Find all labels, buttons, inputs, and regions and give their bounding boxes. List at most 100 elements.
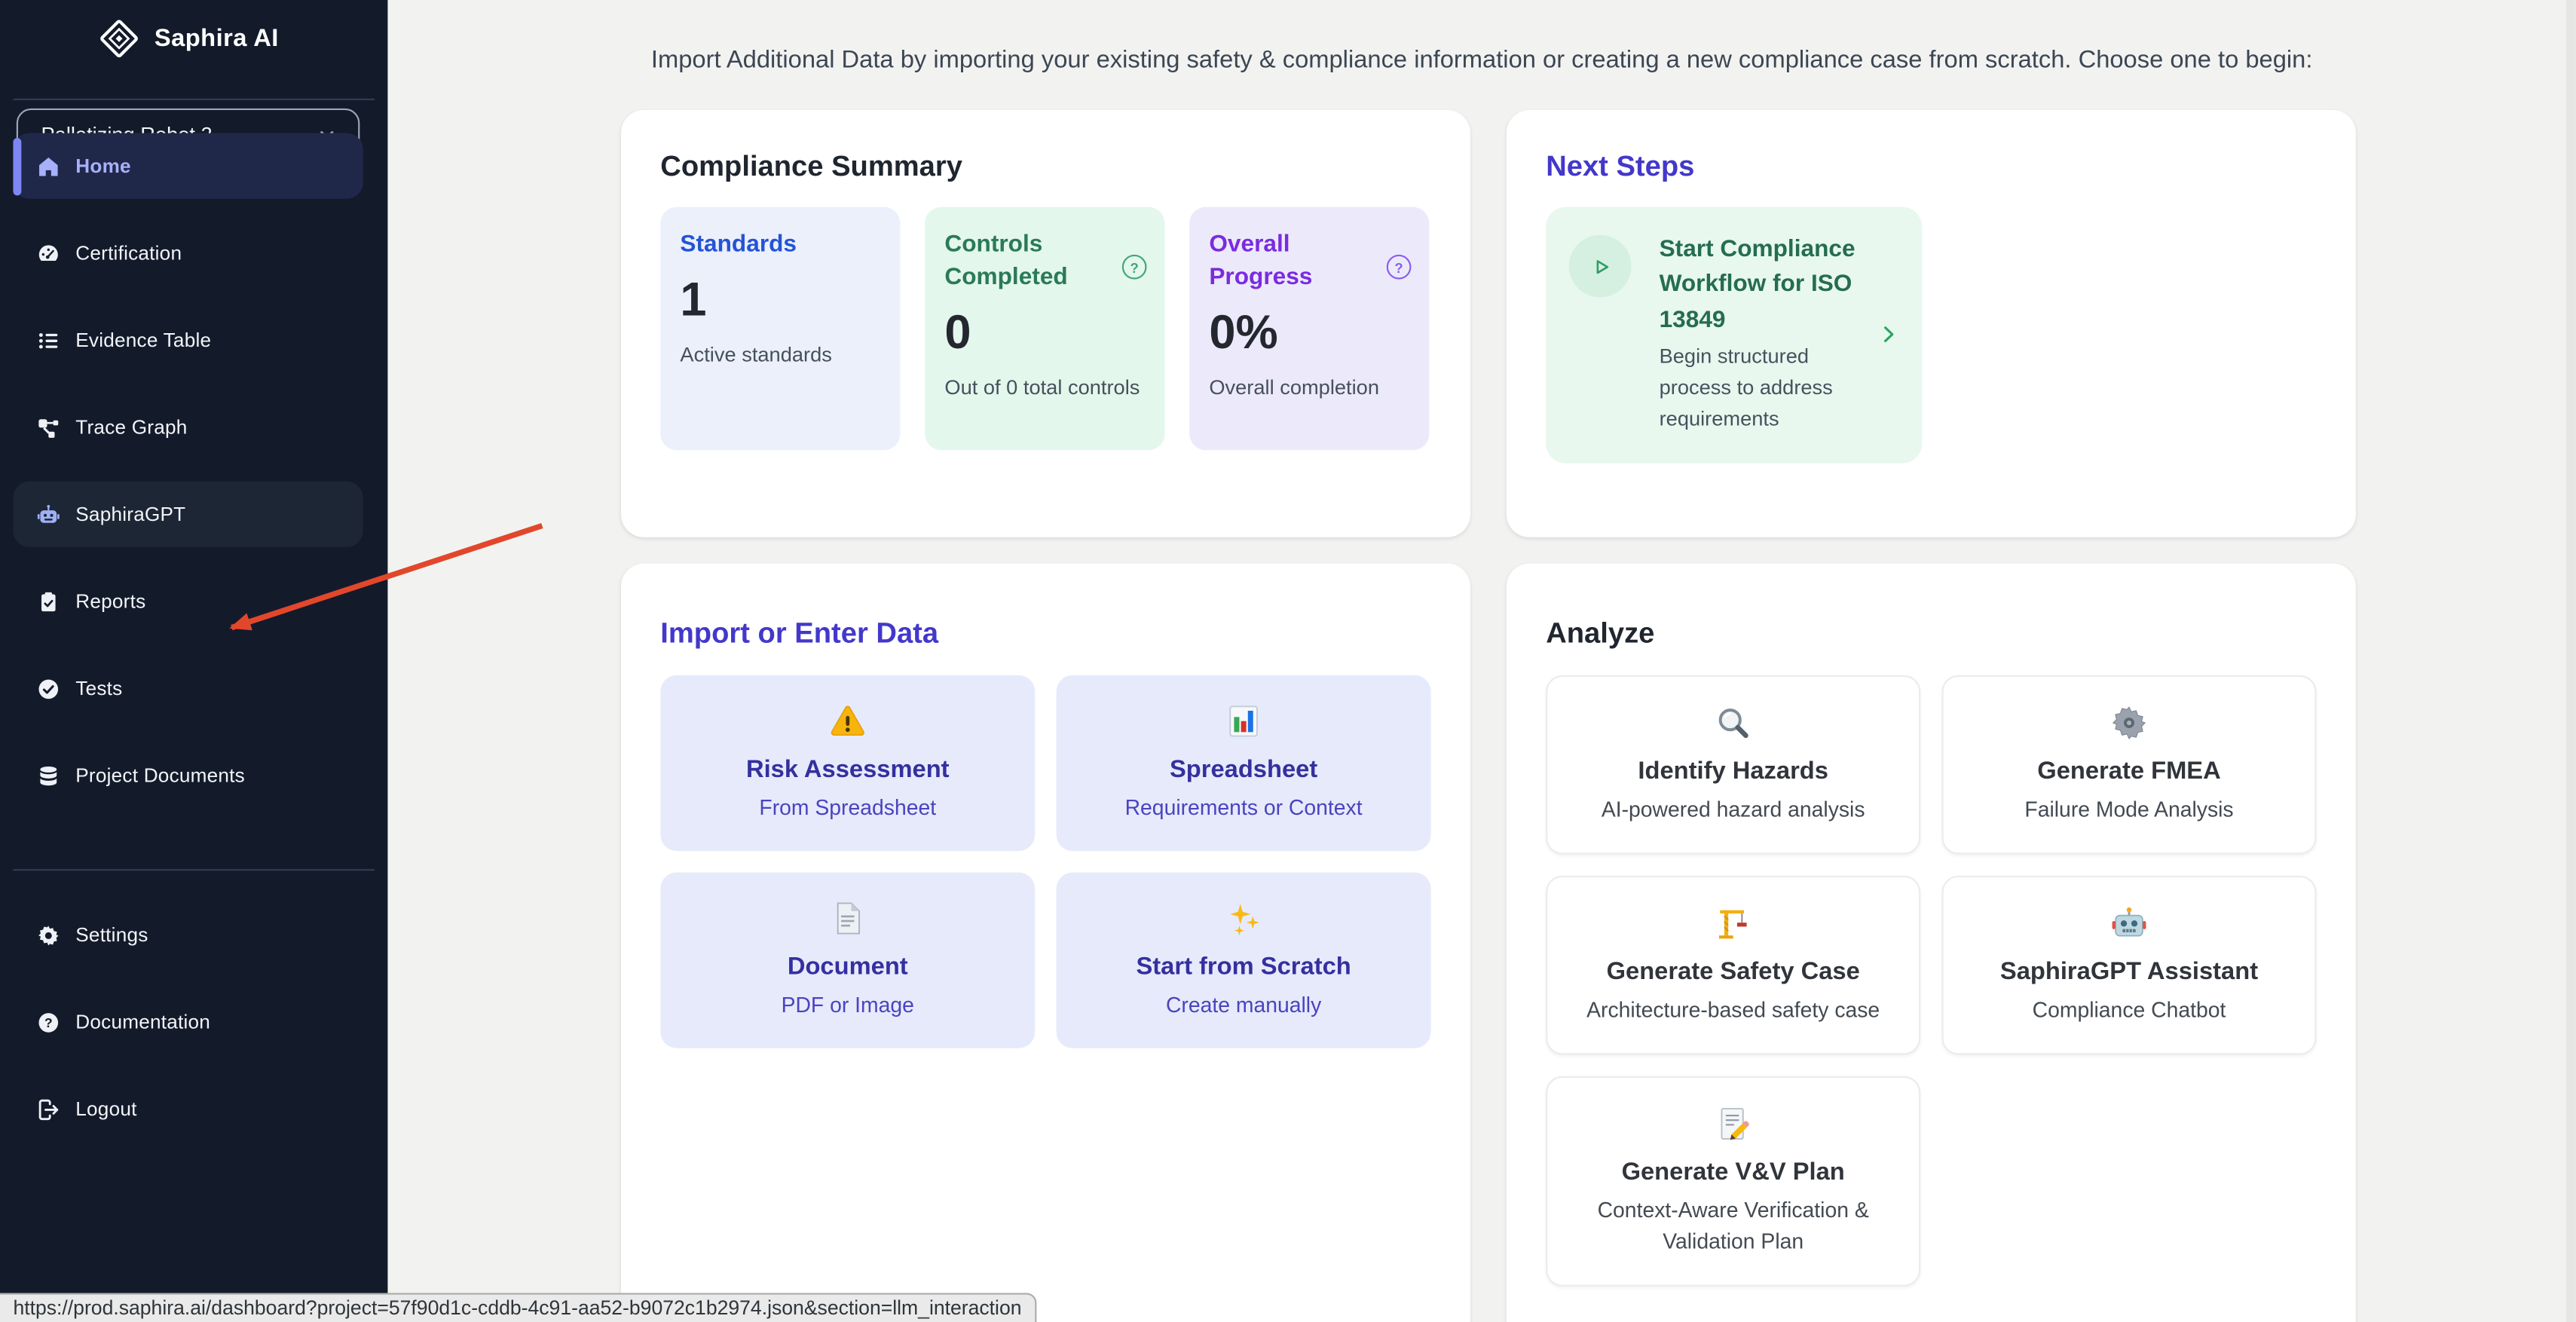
import-data-card: Import or Enter Data Risk Assessment Fro…: [620, 563, 1470, 1322]
help-circle-icon: ?: [36, 1009, 61, 1034]
sidebar-item-label: Logout: [75, 1097, 137, 1121]
memo-icon: [1564, 1103, 1902, 1146]
sidebar-item-documentation[interactable]: ? Documentation: [13, 989, 363, 1054]
bar-chart-icon: [1072, 700, 1414, 743]
sidebar-item-certification[interactable]: Certification: [13, 220, 363, 286]
tile-title: Identify Hazards: [1638, 757, 1828, 785]
sidebar-divider-top: [13, 98, 375, 100]
play-icon: [1568, 234, 1632, 298]
home-icon: [36, 154, 61, 179]
check-circle-icon: [36, 676, 61, 701]
stat-value: 0: [944, 307, 971, 360]
tile-subtitle: AI-powered hazard analysis: [1601, 797, 1865, 822]
tile-saphiragpt-assistant[interactable]: SaphiraGPT Assistant Compliance Chatbot: [1941, 876, 2317, 1056]
tile-title: SaphiraGPT Assistant: [1999, 958, 2259, 987]
sidebar-item-evidence-table[interactable]: Evidence Table: [13, 308, 363, 373]
sidebar-item-tests[interactable]: Tests: [13, 656, 363, 721]
sidebar-item-logout[interactable]: Logout: [13, 1076, 363, 1142]
sidebar-item-saphiragpt[interactable]: SaphiraGPT: [13, 481, 363, 547]
tile-spreadsheet[interactable]: Spreadsheet Requirements or Context: [1056, 675, 1431, 852]
help-icon[interactable]: ?: [1386, 254, 1412, 280]
sidebar-item-label: Documentation: [75, 1010, 211, 1034]
tile-title: Risk Assessment: [745, 755, 950, 784]
sidebar-nav: Home Certification Evidence Table Trace …: [0, 100, 387, 1142]
analyze-tile-grid: Identify Hazards AI-powered hazard analy…: [1546, 675, 2317, 1287]
sidebar-item-settings[interactable]: Settings: [13, 902, 363, 968]
brand: Saphira AI: [0, 0, 387, 59]
stat-label: Controls Completed: [944, 231, 1068, 291]
tile-document[interactable]: Document PDF or Image: [660, 872, 1036, 1049]
warning-icon: [677, 700, 1018, 743]
tile-title: Spreadsheet: [1169, 755, 1318, 784]
list-icon: [36, 328, 61, 353]
tile-subtitle: Create manually: [1165, 993, 1322, 1018]
trace-graph-icon: [36, 415, 61, 439]
scrollbar-track[interactable]: [2565, 0, 2576, 1322]
import-data-title: Import or Enter Data: [660, 616, 939, 650]
sidebar-item-trace-graph[interactable]: Trace Graph: [13, 394, 363, 460]
stat-label: Overall Progress: [1209, 231, 1313, 291]
compliance-summary-card: Compliance Summary Standards 1 Active st…: [620, 110, 1470, 537]
sidebar-item-project-documents[interactable]: Project Documents: [13, 742, 363, 808]
action-description: Begin structured process to address requ…: [1659, 344, 1833, 430]
svg-text:?: ?: [44, 1014, 53, 1030]
sidebar-item-label: Project Documents: [75, 764, 245, 788]
tile-subtitle: PDF or Image: [781, 993, 914, 1018]
main-content: Import Additional Data by importing your…: [387, 0, 2575, 1322]
tile-subtitle: Failure Mode Analysis: [2024, 797, 2234, 822]
tile-subtitle: From Spreadsheet: [759, 795, 937, 820]
sidebar-item-label: Home: [75, 154, 131, 178]
sidebar: Saphira AI Palletizing Robot 2 Home Cert…: [0, 0, 388, 1322]
sidebar-item-label: Reports: [75, 589, 146, 614]
tile-identify-hazards[interactable]: Identify Hazards AI-powered hazard analy…: [1546, 675, 1921, 855]
active-indicator-bar: [13, 137, 21, 195]
next-steps-title: Next Steps: [1546, 149, 1695, 182]
tile-subtitle: Context-Aware Verification & Validation …: [1597, 1198, 1869, 1253]
status-url-text: https://prod.saphira.ai/dashboard?projec…: [13, 1296, 1022, 1320]
compliance-summary-title: Compliance Summary: [660, 149, 962, 182]
action-title: Start Compliance Workflow for ISO 13849: [1659, 236, 1856, 333]
sidebar-item-reports[interactable]: Reports: [13, 568, 363, 634]
brand-logo-icon: [100, 20, 138, 58]
stat-caption: Active standards: [680, 343, 832, 367]
status-url-bubble: https://prod.saphira.ai/dashboard?projec…: [0, 1292, 1037, 1322]
tile-title: Start from Scratch: [1136, 953, 1351, 981]
sidebar-item-label: Trace Graph: [75, 415, 188, 439]
start-compliance-workflow-button[interactable]: Start Compliance Workflow for ISO 13849 …: [1546, 207, 1923, 464]
help-icon[interactable]: ?: [1121, 254, 1147, 280]
sidebar-item-label: Tests: [75, 677, 123, 700]
tile-title: Generate V&V Plan: [1621, 1158, 1845, 1187]
compliance-stats-row: Standards 1 Active standards ? Controls …: [660, 207, 1430, 451]
logout-icon: [36, 1097, 61, 1122]
tile-generate-fmea[interactable]: Generate FMEA Failure Mode Analysis: [1941, 675, 2317, 855]
tile-risk-assessment[interactable]: Risk Assessment From Spreadsheet: [660, 675, 1036, 852]
tile-title: Generate Safety Case: [1606, 958, 1860, 987]
stat-label: Standards: [680, 231, 797, 259]
tile-subtitle: Requirements or Context: [1124, 795, 1363, 820]
clipboard-check-icon: [36, 589, 61, 614]
stat-caption: Overall completion: [1209, 376, 1379, 399]
analyze-card: Analyze Identify Hazards AI-powered haza…: [1506, 563, 2356, 1322]
chevron-right-icon: [1884, 326, 1894, 343]
tile-subtitle: Architecture-based safety case: [1586, 997, 1880, 1023]
gear-icon: [36, 923, 61, 947]
sidebar-item-label: Settings: [75, 923, 148, 947]
sidebar-item-label: Certification: [75, 241, 182, 265]
page-lead-text: Import Additional Data by importing your…: [650, 46, 2313, 75]
tile-start-from-scratch[interactable]: Start from Scratch Create manually: [1056, 872, 1431, 1049]
robot-icon: [36, 502, 61, 527]
database-icon: [36, 764, 61, 788]
sidebar-item-label: Evidence Table: [75, 328, 212, 352]
tile-title: Generate FMEA: [2037, 757, 2221, 785]
tile-title: Document: [787, 953, 908, 981]
brand-name: Saphira AI: [154, 24, 279, 53]
sidebar-divider-bottom: [13, 869, 375, 871]
stat-controls-completed: ? Controls Completed 0 Out of 0 total co…: [925, 207, 1165, 451]
tile-generate-vv-plan[interactable]: Generate V&V Plan Context-Aware Verifica…: [1546, 1076, 1921, 1287]
sidebar-item-home[interactable]: Home: [13, 133, 363, 199]
import-tile-grid: Risk Assessment From Spreadsheet Spreads…: [660, 675, 1431, 1049]
tile-generate-safety-case[interactable]: Generate Safety Case Architecture-based …: [1546, 876, 1921, 1056]
robot-face-icon: [1960, 902, 2299, 945]
machine-gear-icon: [1960, 702, 2299, 745]
